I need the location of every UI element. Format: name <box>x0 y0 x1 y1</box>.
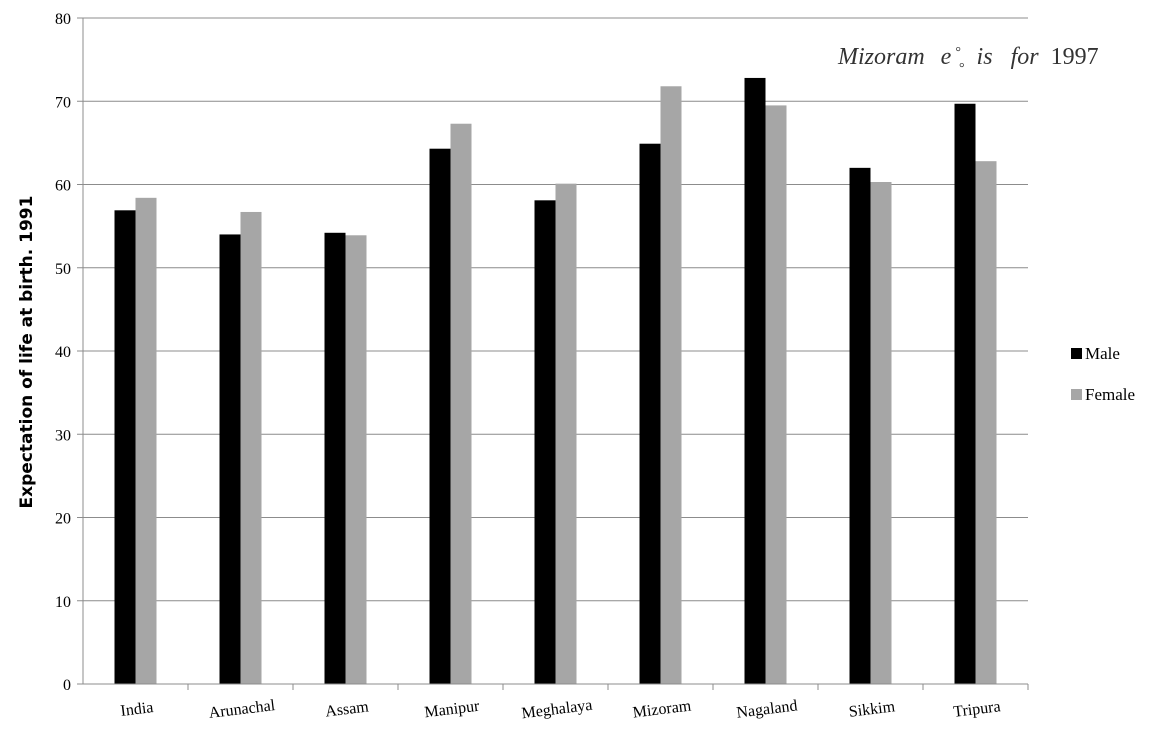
annotation-middle: is <box>977 44 993 70</box>
annotation-prefix: Mizoram <box>837 44 925 70</box>
bar-male-assam <box>324 232 346 684</box>
annotation-superscript: ° <box>955 45 961 60</box>
annotation-for: for <box>1011 44 1040 70</box>
legend-swatch-male <box>1071 348 1082 359</box>
bar-female-mizoram <box>660 86 682 684</box>
x-axis-ticks: India Arunachal Assam Manipur Meghalaya Mizor… <box>83 683 1029 723</box>
bar-male-arunachal <box>219 234 241 684</box>
x-tick-label-india: India <box>120 699 155 720</box>
bar-male-meghalaya <box>534 200 556 684</box>
y-tick-label-40: 40 <box>55 344 71 361</box>
bar-female-nagaland <box>765 105 787 685</box>
legend: Male Female <box>1071 344 1135 404</box>
bar-male-tripura <box>954 103 976 684</box>
x-tick-label-mizoram: Mizoram <box>632 697 693 721</box>
bar-female-tripura <box>975 161 997 684</box>
svg-text:Mizoram e °: Mizoram e ° ° is for 1997 <box>837 36 1099 78</box>
bar-male-manipur <box>429 148 451 684</box>
y-axis-ticks: 0 10 20 30 40 50 60 70 80 <box>55 11 83 694</box>
x-tick-label-meghalaya: Meghalaya <box>521 697 594 723</box>
annotation-year: 1997 <box>1051 44 1099 70</box>
bar-male-india <box>114 210 136 684</box>
bar-female-assam <box>345 235 367 684</box>
bar-female-india <box>135 197 157 684</box>
bar-female-arunachal <box>240 211 262 684</box>
x-tick-label-assam: Assam <box>324 698 370 720</box>
bar-male-mizoram <box>639 143 661 684</box>
x-tick-label-nagaland: Nagaland <box>735 697 798 721</box>
y-axis-label: Expectation of life at birth. 1991 <box>17 196 37 509</box>
y-tick-label-10: 10 <box>55 594 71 611</box>
legend-item-female: Female <box>1071 385 1135 404</box>
bar-female-manipur <box>450 123 472 685</box>
x-tick-label-manipur: Manipur <box>424 698 481 722</box>
bar-female-meghalaya <box>555 183 577 685</box>
legend-swatch-female <box>1071 389 1082 400</box>
bar-male-sikkim <box>849 167 871 685</box>
x-tick-label-tripura: Tripura <box>952 698 1001 721</box>
bar-female-sikkim <box>870 182 892 684</box>
annotation-symbol: e <box>941 44 952 70</box>
legend-label-female: Female <box>1085 385 1135 404</box>
y-tick-label-30: 30 <box>55 427 71 444</box>
legend-label-male: Male <box>1085 344 1120 363</box>
annotation: Mizoram e ° ° is for 1997 <box>837 36 1099 78</box>
y-tick-label-50: 50 <box>55 261 71 278</box>
y-tick-label-20: 20 <box>55 511 71 528</box>
x-tick-label-sikkim: Sikkim <box>848 698 897 721</box>
legend-item-male: Male <box>1071 344 1120 363</box>
y-tick-label-80: 80 <box>55 11 71 28</box>
y-tick-label-70: 70 <box>55 94 71 111</box>
bar-male-nagaland <box>744 77 766 684</box>
x-tick-label-arunachal: Arunachal <box>208 697 277 722</box>
y-tick-label-0: 0 <box>63 677 71 694</box>
bars <box>114 77 997 685</box>
annotation-subscript: ° <box>959 61 965 76</box>
y-tick-label-60: 60 <box>55 178 71 195</box>
